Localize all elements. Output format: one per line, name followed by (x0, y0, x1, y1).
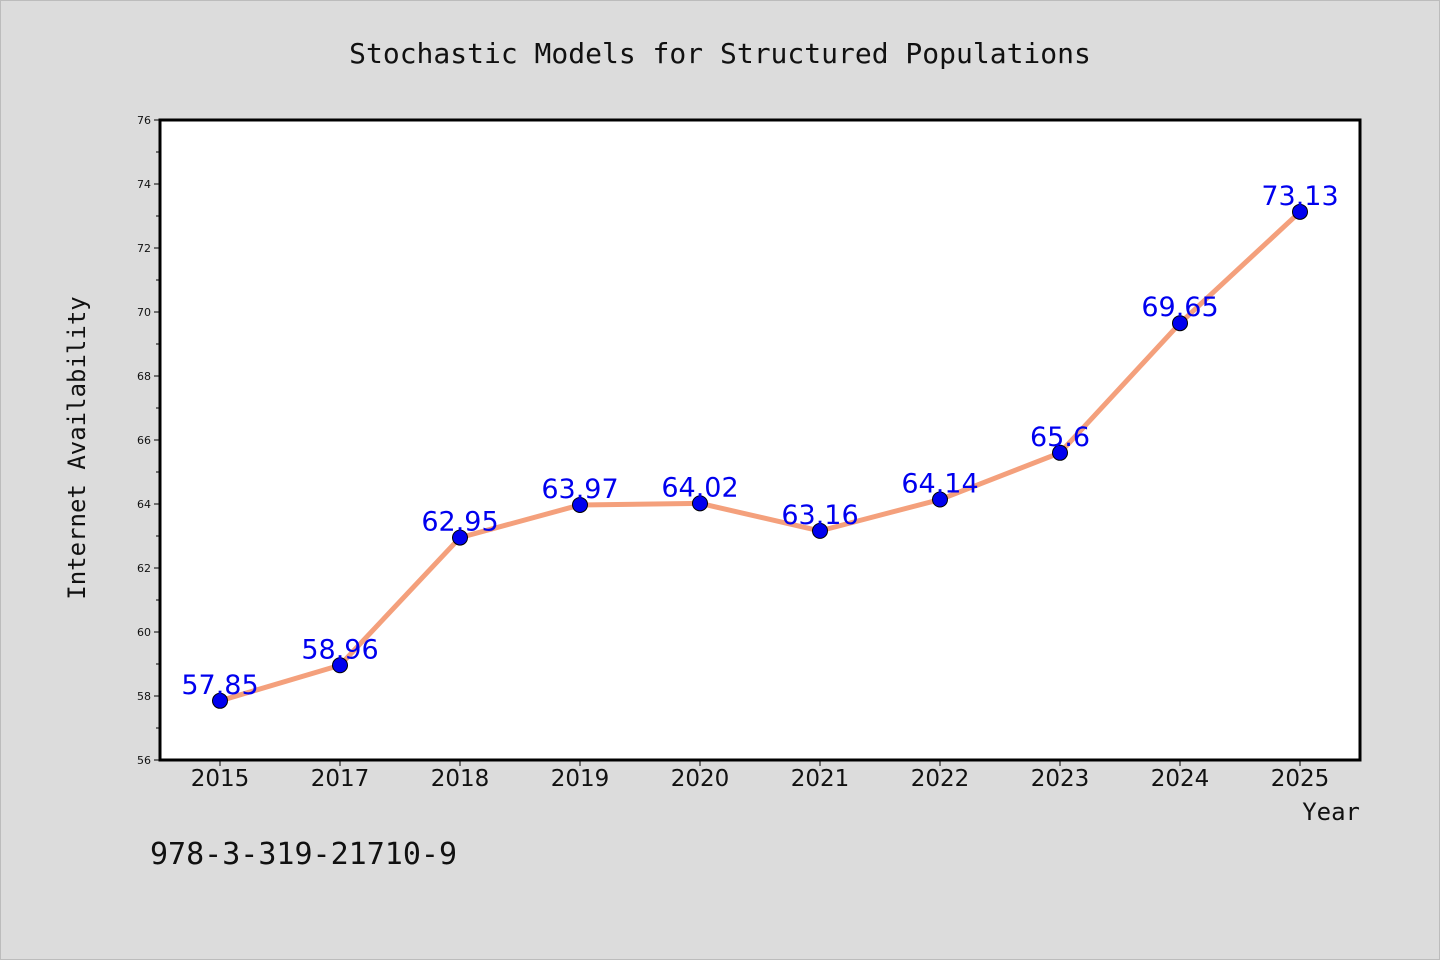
data-label: 64.14 (901, 469, 978, 500)
isbn-annotation: 978-3-319-21710-9 (150, 837, 457, 872)
x-tick-label: 2025 (1271, 766, 1330, 792)
data-markers (212, 203, 1308, 709)
x-axis: 2015 2017 2018 2019 2020 2021 2022 2023 2024 2025 (191, 760, 1330, 792)
data-label: 62.95 (421, 507, 498, 538)
x-tick-label: 2021 (791, 766, 850, 792)
data-point-marker (932, 491, 948, 508)
data-label: 57.85 (181, 670, 258, 701)
y-tick-label: 68 (137, 370, 151, 383)
y-tick-label: 72 (137, 242, 151, 255)
data-label: 69.65 (1141, 292, 1218, 323)
data-point-marker (812, 522, 828, 539)
data-point-marker (212, 692, 228, 709)
data-point-marker (1172, 315, 1188, 332)
x-tick-label: 2017 (311, 766, 370, 792)
x-tick-label: 2022 (911, 766, 970, 792)
series-line (217, 209, 1303, 704)
y-axis-label: Internet Availability (63, 296, 91, 599)
x-tick-label: 2023 (1031, 766, 1090, 792)
plot-area (158, 118, 1362, 762)
y-tick-label: 74 (137, 178, 151, 191)
data-label: 63.16 (781, 500, 858, 531)
x-tick-label: 2020 (671, 766, 730, 792)
data-point-marker (332, 657, 348, 674)
x-tick-label: 2015 (191, 766, 250, 792)
y-tick-label: 56 (137, 754, 151, 767)
data-labels: 57.85 58.96 62.95 63.97 64.02 63.16 64.14 65.6 6… (181, 181, 1338, 701)
x-axis-label: Year (1302, 798, 1360, 826)
y-axis: 56 58 60 62 64 66 68 70 72 74 76 (137, 114, 160, 767)
data-point-marker (572, 496, 588, 513)
x-tick-label: 2024 (1151, 766, 1210, 792)
y-tick-label: 70 (137, 306, 151, 319)
data-label: 64.02 (661, 472, 738, 503)
chart-title: Stochastic Models for Structured Populat… (349, 37, 1091, 70)
data-label: 58.96 (301, 634, 378, 665)
y-tick-label: 66 (137, 434, 151, 447)
y-tick-label: 58 (137, 690, 151, 703)
y-tick-label: 76 (137, 114, 151, 127)
y-tick-label: 62 (137, 562, 151, 575)
y-tick-label: 64 (137, 498, 151, 511)
data-label: 65.6 (1030, 422, 1090, 453)
data-point-marker (1292, 203, 1308, 220)
data-point-marker (692, 495, 708, 512)
y-tick-label: 60 (137, 626, 151, 639)
data-label: 63.97 (541, 474, 618, 505)
x-tick-label: 2019 (551, 766, 610, 792)
data-label: 73.13 (1261, 181, 1338, 212)
data-point-marker (452, 529, 468, 546)
data-point-marker (1052, 444, 1068, 461)
x-tick-label: 2018 (431, 766, 490, 792)
